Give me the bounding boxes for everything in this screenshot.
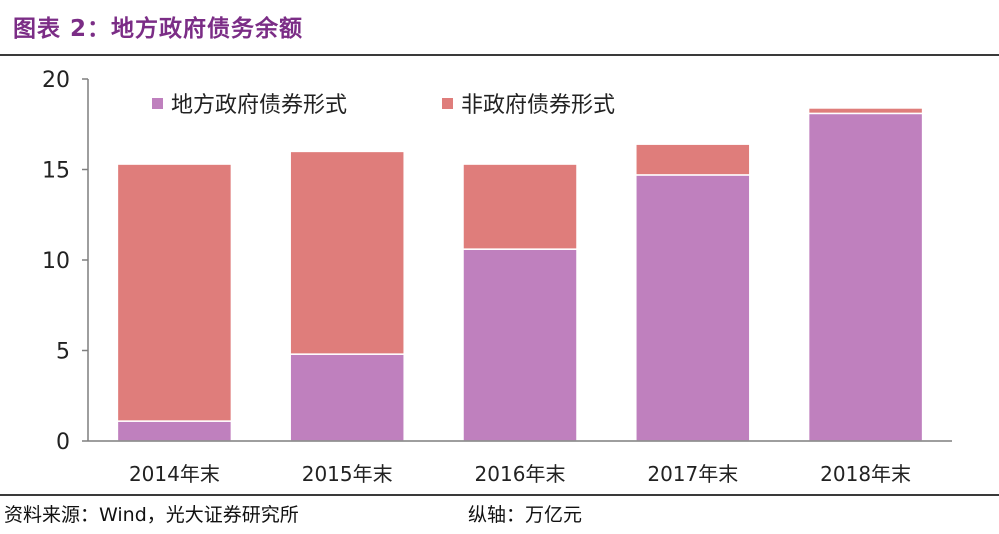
y-tick-label: 20 (42, 68, 70, 93)
bar-non-bond-1 (289, 150, 405, 355)
y-tick-label: 15 (42, 159, 70, 184)
unit-note: 纵轴：万亿元 (468, 504, 583, 526)
legend-local-bond-swatch (152, 98, 163, 109)
page-title: 图表 2：地方政府债务余额 (13, 16, 304, 42)
top-divider (0, 54, 999, 56)
footer: 资料来源：Wind，光大证券研究所 纵轴：万亿元 (0, 497, 999, 533)
bar-local-bond-0 (116, 420, 233, 442)
legend-local-bond-label: 地方政府债券形式 (171, 93, 347, 118)
bar-non-bond-3 (635, 143, 751, 176)
stacked-bar-chart: 2014年末 2015年末 2016年末 2017年末 2018年末 0 5 10 15 20 地… (42, 68, 952, 486)
y-tick-label: 0 (56, 430, 70, 455)
bar-local-bond-4 (807, 112, 924, 442)
legend: 地方政府债券形式 非政府债券形式 (152, 93, 615, 118)
bar-local-bond-1 (289, 353, 405, 442)
bottom-divider (0, 494, 999, 496)
bar-local-bond-2 (462, 248, 578, 442)
bar-non-bond-4 (807, 107, 924, 115)
bar-local-bond-3 (635, 174, 751, 442)
x-tick-label: 2015年末 (302, 462, 393, 486)
bar-non-bond-0 (116, 163, 233, 422)
y-tick-label: 10 (42, 249, 70, 274)
x-tick-label: 2016年末 (475, 462, 566, 486)
x-tick-label: 2018年末 (820, 462, 911, 486)
axes-group: 2014年末 2015年末 2016年末 2017年末 2018年末 0 5 10 15 20 (42, 68, 952, 486)
source-note: 资料来源：Wind，光大证券研究所 (4, 504, 299, 526)
x-tick-label: 2014年末 (129, 462, 220, 486)
legend-non-bond-label: 非政府债券形式 (461, 93, 615, 118)
bars-group (116, 107, 924, 442)
bar-non-bond-2 (462, 163, 578, 250)
y-tick-label: 5 (56, 340, 70, 365)
x-tick-label: 2017年末 (647, 462, 738, 486)
legend-non-bond-swatch (442, 98, 453, 109)
